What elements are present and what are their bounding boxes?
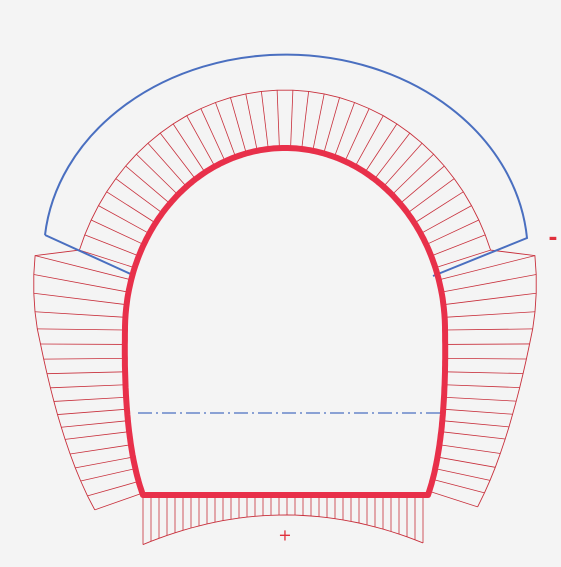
radial-line [432, 478, 485, 494]
tunnel-lining [121, 145, 449, 498]
radial-line [50, 384, 126, 389]
radial-line [344, 108, 370, 162]
radial-line [230, 97, 247, 154]
radial-line [431, 234, 486, 257]
radial-line [438, 255, 536, 281]
radial-line [290, 90, 294, 149]
radial-line [43, 357, 125, 360]
radial-line [98, 205, 150, 234]
radial-line [65, 431, 130, 440]
radial-line [87, 481, 139, 497]
radial-line [429, 490, 478, 508]
radial-line [172, 123, 206, 173]
radial-line [37, 328, 126, 331]
radial-line [61, 420, 128, 428]
minus-label: - [548, 226, 557, 251]
radial-line [312, 93, 325, 151]
radial-line [94, 492, 143, 511]
radial-line [260, 91, 269, 150]
radial-line [159, 132, 196, 180]
radial-line [364, 123, 398, 173]
radial-line [34, 311, 126, 318]
radial-line [57, 408, 127, 415]
radial-line [383, 142, 423, 187]
radial-line [354, 115, 384, 167]
radial-line [91, 219, 144, 245]
radial-line [445, 357, 527, 360]
radial-line [79, 249, 135, 269]
radial-line [33, 274, 129, 293]
radial-line [407, 178, 455, 214]
radial-line [444, 384, 520, 388]
radial-line [391, 153, 434, 196]
radial-line [443, 292, 537, 306]
radial-line [301, 91, 310, 150]
radial-line [215, 102, 236, 158]
force-diagram [33, 89, 537, 546]
invert-outline [142, 514, 424, 546]
radial-line [444, 328, 533, 331]
radial-line [443, 408, 513, 415]
diagram-outline [33, 89, 537, 511]
radial-line [444, 311, 536, 318]
radial-line [443, 396, 517, 402]
radial-line [444, 371, 524, 374]
radial-line [34, 255, 132, 281]
radial-line [147, 142, 187, 187]
envelope-arc [44, 53, 529, 277]
radial-line [323, 97, 340, 154]
radial-line [426, 219, 479, 245]
radial-line [75, 456, 134, 469]
radial-line [53, 396, 127, 402]
radial-line [442, 420, 510, 428]
radial-line [115, 178, 163, 214]
radial-line [276, 90, 280, 149]
radial-line [46, 371, 126, 375]
radial-line [200, 108, 226, 162]
radial-line [106, 191, 156, 224]
radial-line [374, 132, 411, 180]
radial-line [439, 444, 501, 454]
radial-line [435, 468, 491, 481]
radial-line [80, 468, 136, 482]
radial-line [441, 431, 506, 440]
radial-line [136, 153, 179, 196]
radial-line [399, 165, 445, 204]
radial-line [420, 205, 472, 234]
radial-line [414, 191, 464, 224]
radial-line [334, 102, 355, 158]
radial-line [33, 292, 127, 306]
radial-line [186, 115, 216, 167]
radial-line [125, 165, 171, 204]
radial-line [245, 93, 258, 151]
radial-line [84, 234, 139, 257]
radial-line [70, 444, 131, 455]
radial-line [441, 274, 537, 293]
radial-line [437, 456, 496, 468]
plus-label: + [278, 526, 291, 545]
radial-line [435, 249, 491, 269]
